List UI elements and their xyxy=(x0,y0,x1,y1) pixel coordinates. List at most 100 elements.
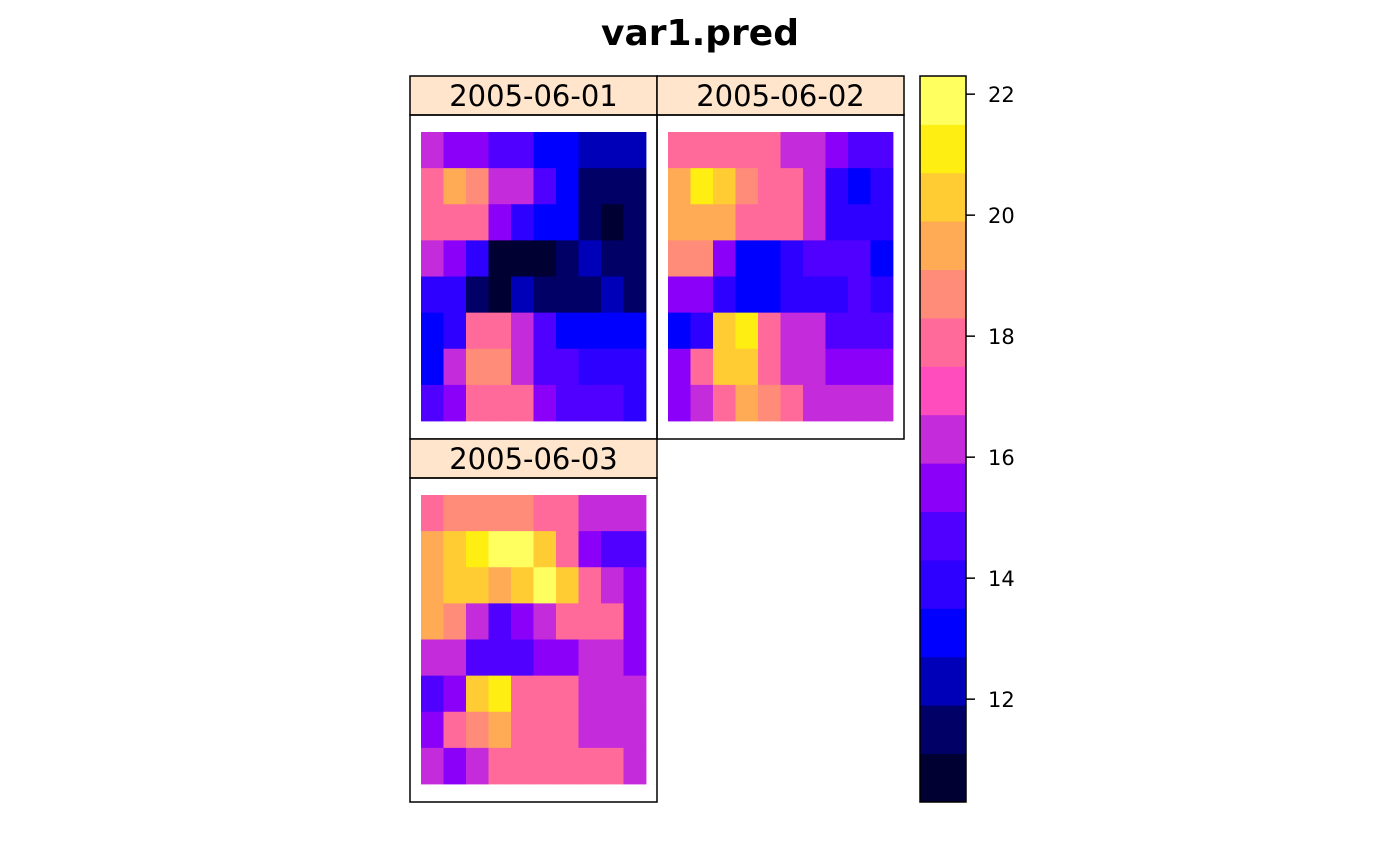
heatmap-cell xyxy=(690,168,714,205)
heatmap-cell xyxy=(690,384,714,422)
heatmap-cell xyxy=(578,312,602,350)
heatmap-cell xyxy=(848,348,871,386)
heatmap-cell xyxy=(780,168,804,205)
heatmap-cell xyxy=(870,384,894,422)
heatmap-cell xyxy=(601,240,624,277)
heatmap-cell xyxy=(421,567,444,604)
heatmap-cell xyxy=(511,603,534,640)
heatmap-cell xyxy=(623,348,647,386)
heatmap-cell xyxy=(578,603,602,640)
heatmap-cell xyxy=(623,276,647,314)
heatmap-cell xyxy=(466,531,489,568)
heatmap-cell xyxy=(421,603,444,640)
heatmap-cell xyxy=(421,495,444,532)
heatmap-cell xyxy=(668,348,691,386)
heatmap-cell xyxy=(466,603,489,640)
heatmap-cell xyxy=(601,495,624,532)
panel-2: 2005-06-02 xyxy=(656,75,905,440)
heatmap-cell xyxy=(825,168,849,205)
heatmap-cell xyxy=(556,384,579,422)
heatmap-cell xyxy=(421,204,444,241)
heatmap-cell xyxy=(713,348,736,386)
heatmap-cell xyxy=(556,168,579,205)
heatmap-cell xyxy=(735,348,759,386)
heatmap-cell xyxy=(466,312,489,350)
heatmap-cell xyxy=(803,132,826,169)
heatmap-cell xyxy=(870,240,894,277)
heatmap-cell xyxy=(533,132,557,169)
heatmap-cell xyxy=(758,168,781,205)
heatmap-cell xyxy=(758,132,781,169)
colorbar-segment xyxy=(920,172,966,222)
heatmap-cell xyxy=(780,348,804,386)
heatmap-cell xyxy=(825,240,849,277)
colorbar-frame xyxy=(919,75,967,803)
heatmap-cell xyxy=(623,603,647,640)
heatmap-cell xyxy=(556,531,579,568)
heatmap-cell xyxy=(713,132,736,169)
heatmap-cell xyxy=(421,531,444,568)
heatmap-cell xyxy=(533,240,557,277)
heatmap-cell xyxy=(578,348,602,386)
heatmap-cell xyxy=(848,168,871,205)
heatmap-cell xyxy=(601,603,624,640)
colorbar-segment xyxy=(920,753,966,803)
heatmap-cell xyxy=(848,276,871,314)
heatmap-cell xyxy=(511,276,534,314)
heatmap-cell xyxy=(848,132,871,169)
heatmap-cell xyxy=(578,168,602,205)
heatmap-cell xyxy=(870,132,894,169)
heatmap-cell xyxy=(735,312,759,350)
heatmap-cell xyxy=(825,276,849,314)
heatmap-cell xyxy=(533,675,557,713)
heatmap-cell xyxy=(668,312,691,350)
heatmap-cell xyxy=(578,567,602,604)
heatmap-cell xyxy=(668,168,691,205)
heatmap-cell xyxy=(511,132,534,169)
heatmap-cell xyxy=(556,240,579,277)
heatmap-cell xyxy=(533,204,557,241)
heatmap-cell xyxy=(690,204,714,241)
heatmap-cell xyxy=(421,168,444,205)
heatmap-cell xyxy=(488,639,512,677)
heatmap-cell xyxy=(803,204,826,241)
heatmap-cell xyxy=(601,204,624,241)
heatmap-cell xyxy=(803,240,826,277)
heatmap-cell xyxy=(443,384,467,422)
heatmap-cell xyxy=(668,204,691,241)
heatmap-cell xyxy=(601,675,624,713)
panel-label: 2005-06-01 xyxy=(449,79,618,113)
heatmap-cell xyxy=(758,312,781,350)
colorbar-segment xyxy=(920,124,966,174)
heatmap-cell xyxy=(511,348,534,386)
heatmap-cell xyxy=(466,567,489,604)
heatmap-cell xyxy=(466,240,489,277)
heatmap-cell xyxy=(511,531,534,568)
heatmap-cell xyxy=(758,240,781,277)
heatmap-cell xyxy=(803,348,826,386)
heatmap-cell xyxy=(825,204,849,241)
heatmap-cell xyxy=(488,132,512,169)
heatmap-cell xyxy=(690,276,714,314)
heatmap-cell xyxy=(668,240,691,277)
heatmap-cell xyxy=(443,567,467,604)
heatmap-cell xyxy=(533,168,557,205)
heatmap-cell xyxy=(443,711,467,749)
heatmap-cell xyxy=(466,168,489,205)
heatmap-cell xyxy=(466,711,489,749)
heatmap-cell xyxy=(668,132,691,169)
heatmap-cell xyxy=(488,567,512,604)
heatmap-cell xyxy=(668,384,691,422)
heatmap-cell xyxy=(668,276,691,314)
colorbar-segment xyxy=(920,414,966,464)
heatmap-cell xyxy=(735,240,759,277)
heatmap-cell xyxy=(601,531,624,568)
heatmap-cell xyxy=(803,168,826,205)
heatmap-cell xyxy=(578,495,602,532)
heatmap-cell xyxy=(578,132,602,169)
colorbar-segment xyxy=(920,705,966,754)
heatmap-cell xyxy=(511,495,534,532)
heatmap-cell xyxy=(713,240,736,277)
heatmap-cell xyxy=(488,348,512,386)
heatmap-cell xyxy=(870,276,894,314)
